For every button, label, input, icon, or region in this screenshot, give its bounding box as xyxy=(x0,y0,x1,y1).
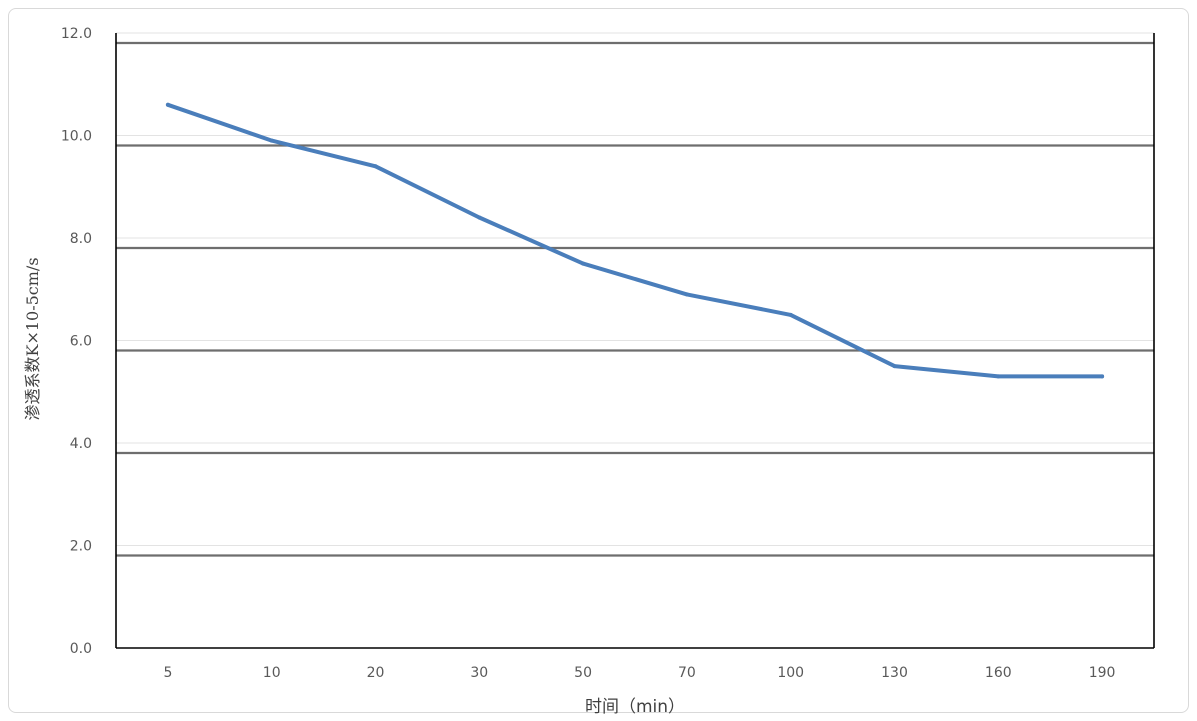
gridlines xyxy=(116,32,1154,546)
x-tick-labels: 5 10 20 30 50 70 100 130 160 190 xyxy=(163,665,1115,681)
x-tick-label: 50 xyxy=(574,665,592,681)
data-point xyxy=(373,164,378,169)
x-tick-label: 10 xyxy=(263,665,281,681)
y-axis-title: 渗透系数K×10-5cm/s xyxy=(23,257,42,420)
y-tick-label: 8.0 xyxy=(70,231,92,247)
x-tick-label: 70 xyxy=(678,665,696,681)
data-point xyxy=(269,138,274,143)
chart-frame xyxy=(8,8,1189,713)
series-line xyxy=(165,102,1105,379)
x-axis-title: 时间（min） xyxy=(585,697,685,717)
y-tick-labels: 0.0 2.0 4.0 6.0 8.0 10.0 12.0 xyxy=(61,26,92,657)
y-tick-label: 12.0 xyxy=(61,26,92,42)
data-point xyxy=(1100,374,1105,379)
x-tick-label: 190 xyxy=(1089,665,1116,681)
data-point xyxy=(892,364,897,369)
y-tick-label: 6.0 xyxy=(70,334,92,350)
data-point xyxy=(477,215,482,220)
x-tick-label: 160 xyxy=(985,665,1012,681)
data-point xyxy=(165,102,170,107)
y-tick-label: 4.0 xyxy=(70,436,92,452)
x-tick-label: 20 xyxy=(367,665,385,681)
data-point xyxy=(996,374,1001,379)
y-tick-label: 2.0 xyxy=(70,539,92,555)
data-point xyxy=(581,261,586,266)
x-tick-label: 30 xyxy=(470,665,488,681)
data-point xyxy=(788,312,793,317)
axes xyxy=(115,33,1155,649)
data-point xyxy=(684,292,689,297)
heavy-horizontal-lines xyxy=(116,41,1154,557)
series-group xyxy=(165,102,1105,379)
y-tick-label: 0.0 xyxy=(70,641,92,657)
y-tick-label: 10.0 xyxy=(61,129,92,145)
x-tick-label: 5 xyxy=(163,665,172,681)
x-tick-label: 100 xyxy=(777,665,804,681)
x-tick-label: 130 xyxy=(881,665,908,681)
